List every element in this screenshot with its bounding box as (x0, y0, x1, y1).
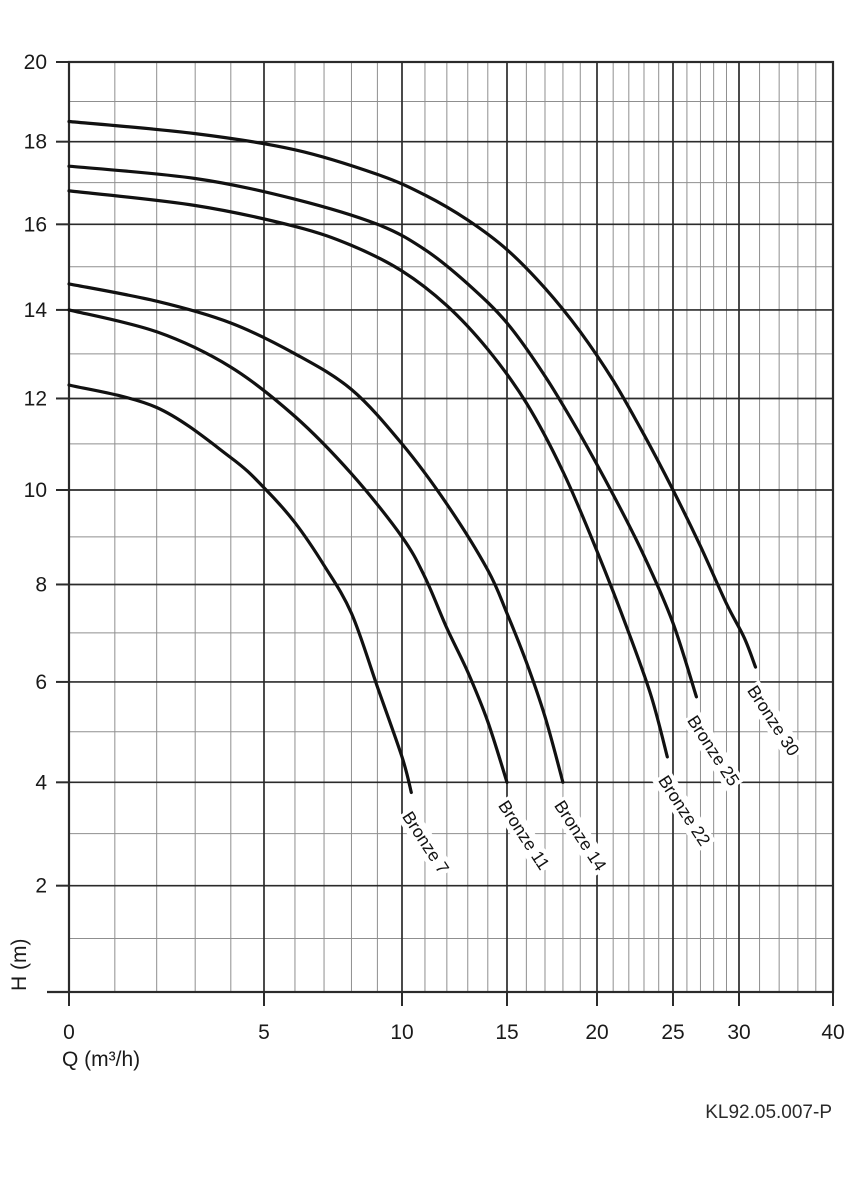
y-tick-label-2: 2 (35, 875, 47, 898)
curve-bronze-25 (67, 164, 698, 699)
curve-bronze-7 (67, 383, 413, 795)
x-tick-label-30: 30 (727, 1021, 750, 1044)
grid-minor (69, 62, 833, 992)
y-tick-label-12: 12 (24, 387, 47, 410)
curves (67, 119, 758, 795)
x-tick-label-40: 40 (821, 1021, 844, 1044)
y-tick-label-14: 14 (24, 299, 48, 322)
x-tick-label-20: 20 (585, 1021, 608, 1044)
y-tick-label-16: 16 (24, 213, 47, 236)
x-tick-label-10: 10 (390, 1021, 413, 1044)
document-reference-code: KL92.05.007-P (705, 1102, 832, 1123)
x-tick-label-25: 25 (661, 1021, 684, 1044)
plot-area-border (67, 60, 835, 994)
plot-border (47, 60, 835, 994)
y-tick-label-4: 4 (35, 771, 47, 794)
curve-bronze-14 (67, 282, 565, 784)
curve-bronze-30 (67, 119, 758, 669)
axis-ticks (56, 61, 834, 1006)
y-tick-label-8: 8 (35, 573, 47, 596)
y-axis-title: H (m) (8, 938, 31, 991)
curve-bronze-22 (67, 189, 669, 759)
y-tick-label-6: 6 (35, 671, 47, 694)
y-tick-label-18: 18 (24, 131, 47, 154)
x-axis-title: Q (m³/h) (62, 1048, 141, 1071)
x-tick-label-15: 15 (495, 1021, 518, 1044)
tick-labels: 0 5 10 15 20 25 30 40 2 4 6 8 10 12 14 16 18 20 (24, 51, 845, 1044)
x-tick-label-5: 5 (258, 1021, 270, 1044)
y-tick-label-10: 10 (24, 479, 47, 502)
grid-major (68, 61, 834, 992)
y-tick-label-20: 20 (24, 51, 47, 74)
x-tick-label-0: 0 (63, 1021, 75, 1044)
curve-bronze-11 (67, 308, 509, 784)
